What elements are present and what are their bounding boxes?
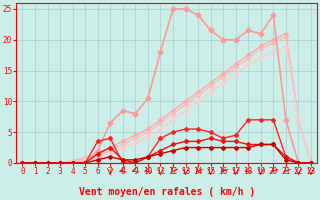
X-axis label: Vent moyen/en rafales ( km/h ): Vent moyen/en rafales ( km/h ) (79, 187, 255, 197)
